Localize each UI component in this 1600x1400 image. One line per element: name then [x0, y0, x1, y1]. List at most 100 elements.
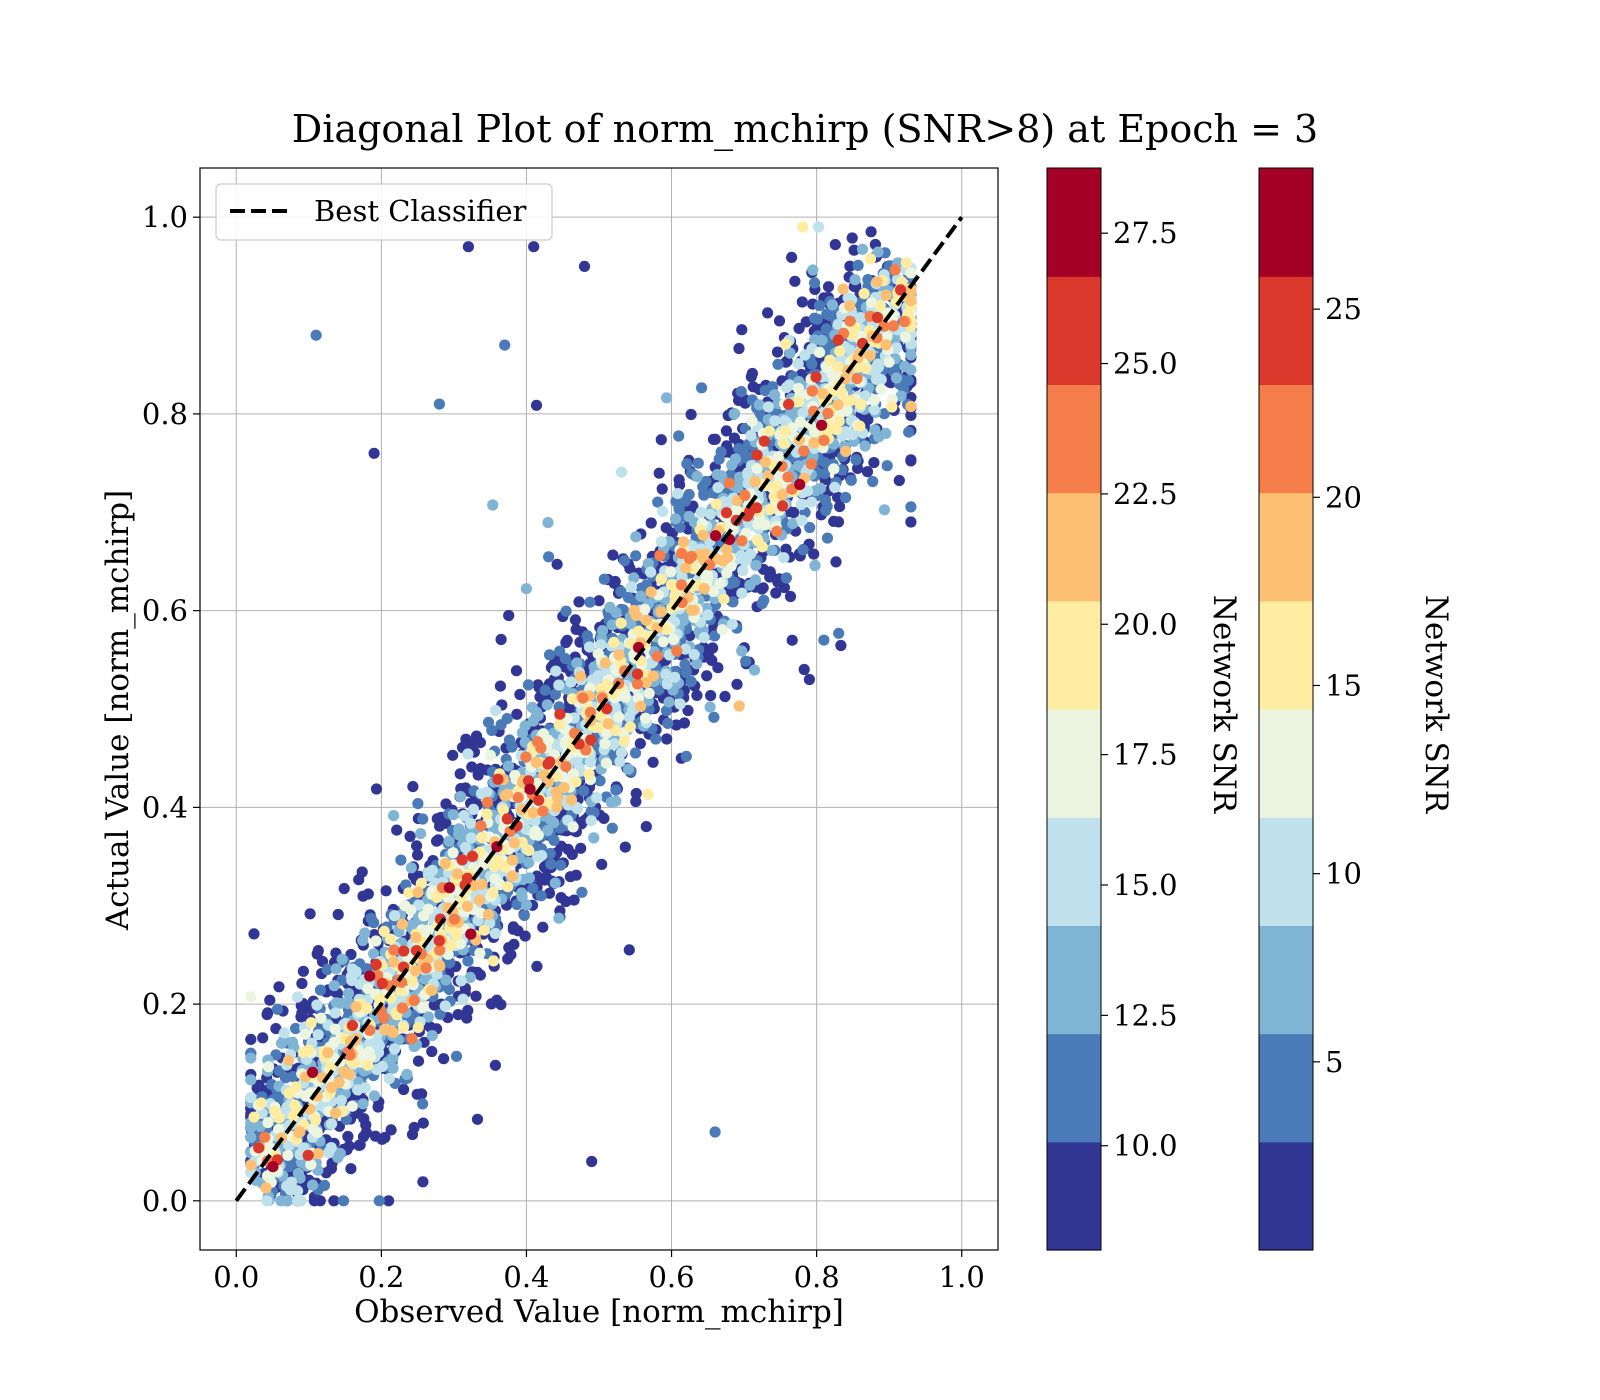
scatter-point — [577, 692, 589, 704]
scatter-point — [350, 1001, 362, 1013]
scatter-point — [439, 1000, 451, 1012]
scatter-point — [474, 894, 486, 906]
scatter-point — [503, 942, 515, 954]
scatter-point — [845, 394, 857, 406]
scatter-point — [286, 1036, 299, 1048]
scatter-point — [704, 508, 717, 520]
scatter-point — [903, 426, 915, 438]
scatter-point — [389, 910, 401, 922]
scatter-point — [792, 382, 805, 395]
scatter-point — [422, 1011, 434, 1023]
scatter-point — [733, 700, 745, 712]
scatter-point — [527, 715, 539, 727]
scatter-point — [431, 891, 443, 904]
scatter-point — [756, 541, 768, 553]
scatter-point — [832, 399, 844, 411]
scatter-point — [362, 1059, 374, 1071]
scatter-point — [661, 392, 673, 404]
scatter-point — [635, 590, 647, 602]
scatter-point — [368, 948, 380, 960]
scatter-point — [623, 944, 635, 956]
scatter-point — [592, 648, 604, 660]
scatter-point — [840, 491, 852, 504]
scatter-point — [417, 813, 429, 825]
scatter-point — [593, 595, 605, 607]
scatter-point — [808, 548, 820, 560]
scatter-point — [329, 1107, 342, 1119]
scatter-point — [813, 221, 825, 233]
scatter-point — [624, 562, 636, 575]
scatter-point — [660, 705, 673, 717]
scatter-point — [630, 795, 642, 808]
scatter-point — [396, 1002, 408, 1014]
scatter-point — [818, 634, 830, 646]
scatter-point — [861, 466, 874, 478]
scatter-point — [753, 399, 765, 411]
scatter-point — [864, 350, 876, 362]
scatter-point — [311, 999, 323, 1011]
scatter-point — [259, 1131, 271, 1143]
scatter-point — [499, 790, 511, 802]
scatter-point — [824, 309, 836, 322]
scatter-point — [759, 456, 771, 468]
scatter-point — [343, 1140, 355, 1152]
scatter-point — [780, 338, 792, 350]
scatter-point — [535, 890, 547, 902]
scatter-point — [321, 963, 333, 976]
scatter-point — [585, 805, 597, 817]
scatter-point — [836, 464, 848, 476]
scatter-point — [782, 471, 794, 483]
scatter-point — [905, 501, 917, 513]
scatter-point — [789, 275, 801, 287]
scatter-point — [889, 264, 901, 276]
scatter-point — [433, 398, 445, 410]
scatter-point — [864, 253, 877, 265]
scatter-point — [625, 618, 637, 630]
scatter-point — [645, 586, 657, 598]
scatter-point — [642, 557, 654, 570]
scatter-point — [248, 1111, 260, 1123]
scatter-point — [878, 408, 890, 420]
scatter-point — [261, 1170, 274, 1182]
scatter-point — [795, 498, 807, 510]
scatter-point — [818, 434, 830, 446]
scatter-point — [329, 1023, 341, 1035]
scatter-point — [808, 334, 821, 346]
scatter-point — [663, 696, 675, 708]
scatter-point — [880, 289, 892, 301]
scatter-point — [283, 1087, 295, 1099]
scatter-point — [832, 334, 844, 346]
scatter-point — [786, 634, 798, 646]
scatter-point — [315, 1012, 327, 1024]
scatter-point — [871, 311, 884, 324]
scatter-point — [551, 558, 563, 570]
scatter-point — [867, 475, 879, 488]
scatter-point — [808, 426, 821, 438]
scatter-point — [705, 690, 717, 702]
scatter-point — [296, 977, 308, 990]
scatter-point — [358, 1113, 370, 1125]
scatter-point — [630, 787, 642, 800]
scatter-point — [608, 738, 620, 750]
scatter-point — [403, 887, 415, 899]
scatter-point — [342, 1130, 354, 1143]
scatter-point — [476, 832, 488, 844]
scatter-point — [539, 874, 551, 886]
scatter-point — [796, 514, 808, 527]
scatter-point — [388, 956, 400, 968]
scatter-point — [482, 908, 495, 921]
scatter-point — [324, 1061, 336, 1074]
scatter-point — [609, 724, 622, 737]
scatter-point — [537, 728, 550, 740]
scatter-point — [624, 721, 636, 733]
scatter-point — [751, 449, 763, 461]
scatter-point — [415, 877, 427, 890]
scatter-point — [642, 788, 654, 801]
scatter-point — [426, 984, 438, 997]
scatter-point — [794, 416, 807, 428]
scatter-point — [296, 1007, 308, 1019]
scatter-point — [655, 536, 667, 548]
scatter-point — [609, 701, 621, 713]
scatter-point — [650, 733, 662, 745]
scatter-point — [826, 299, 839, 311]
